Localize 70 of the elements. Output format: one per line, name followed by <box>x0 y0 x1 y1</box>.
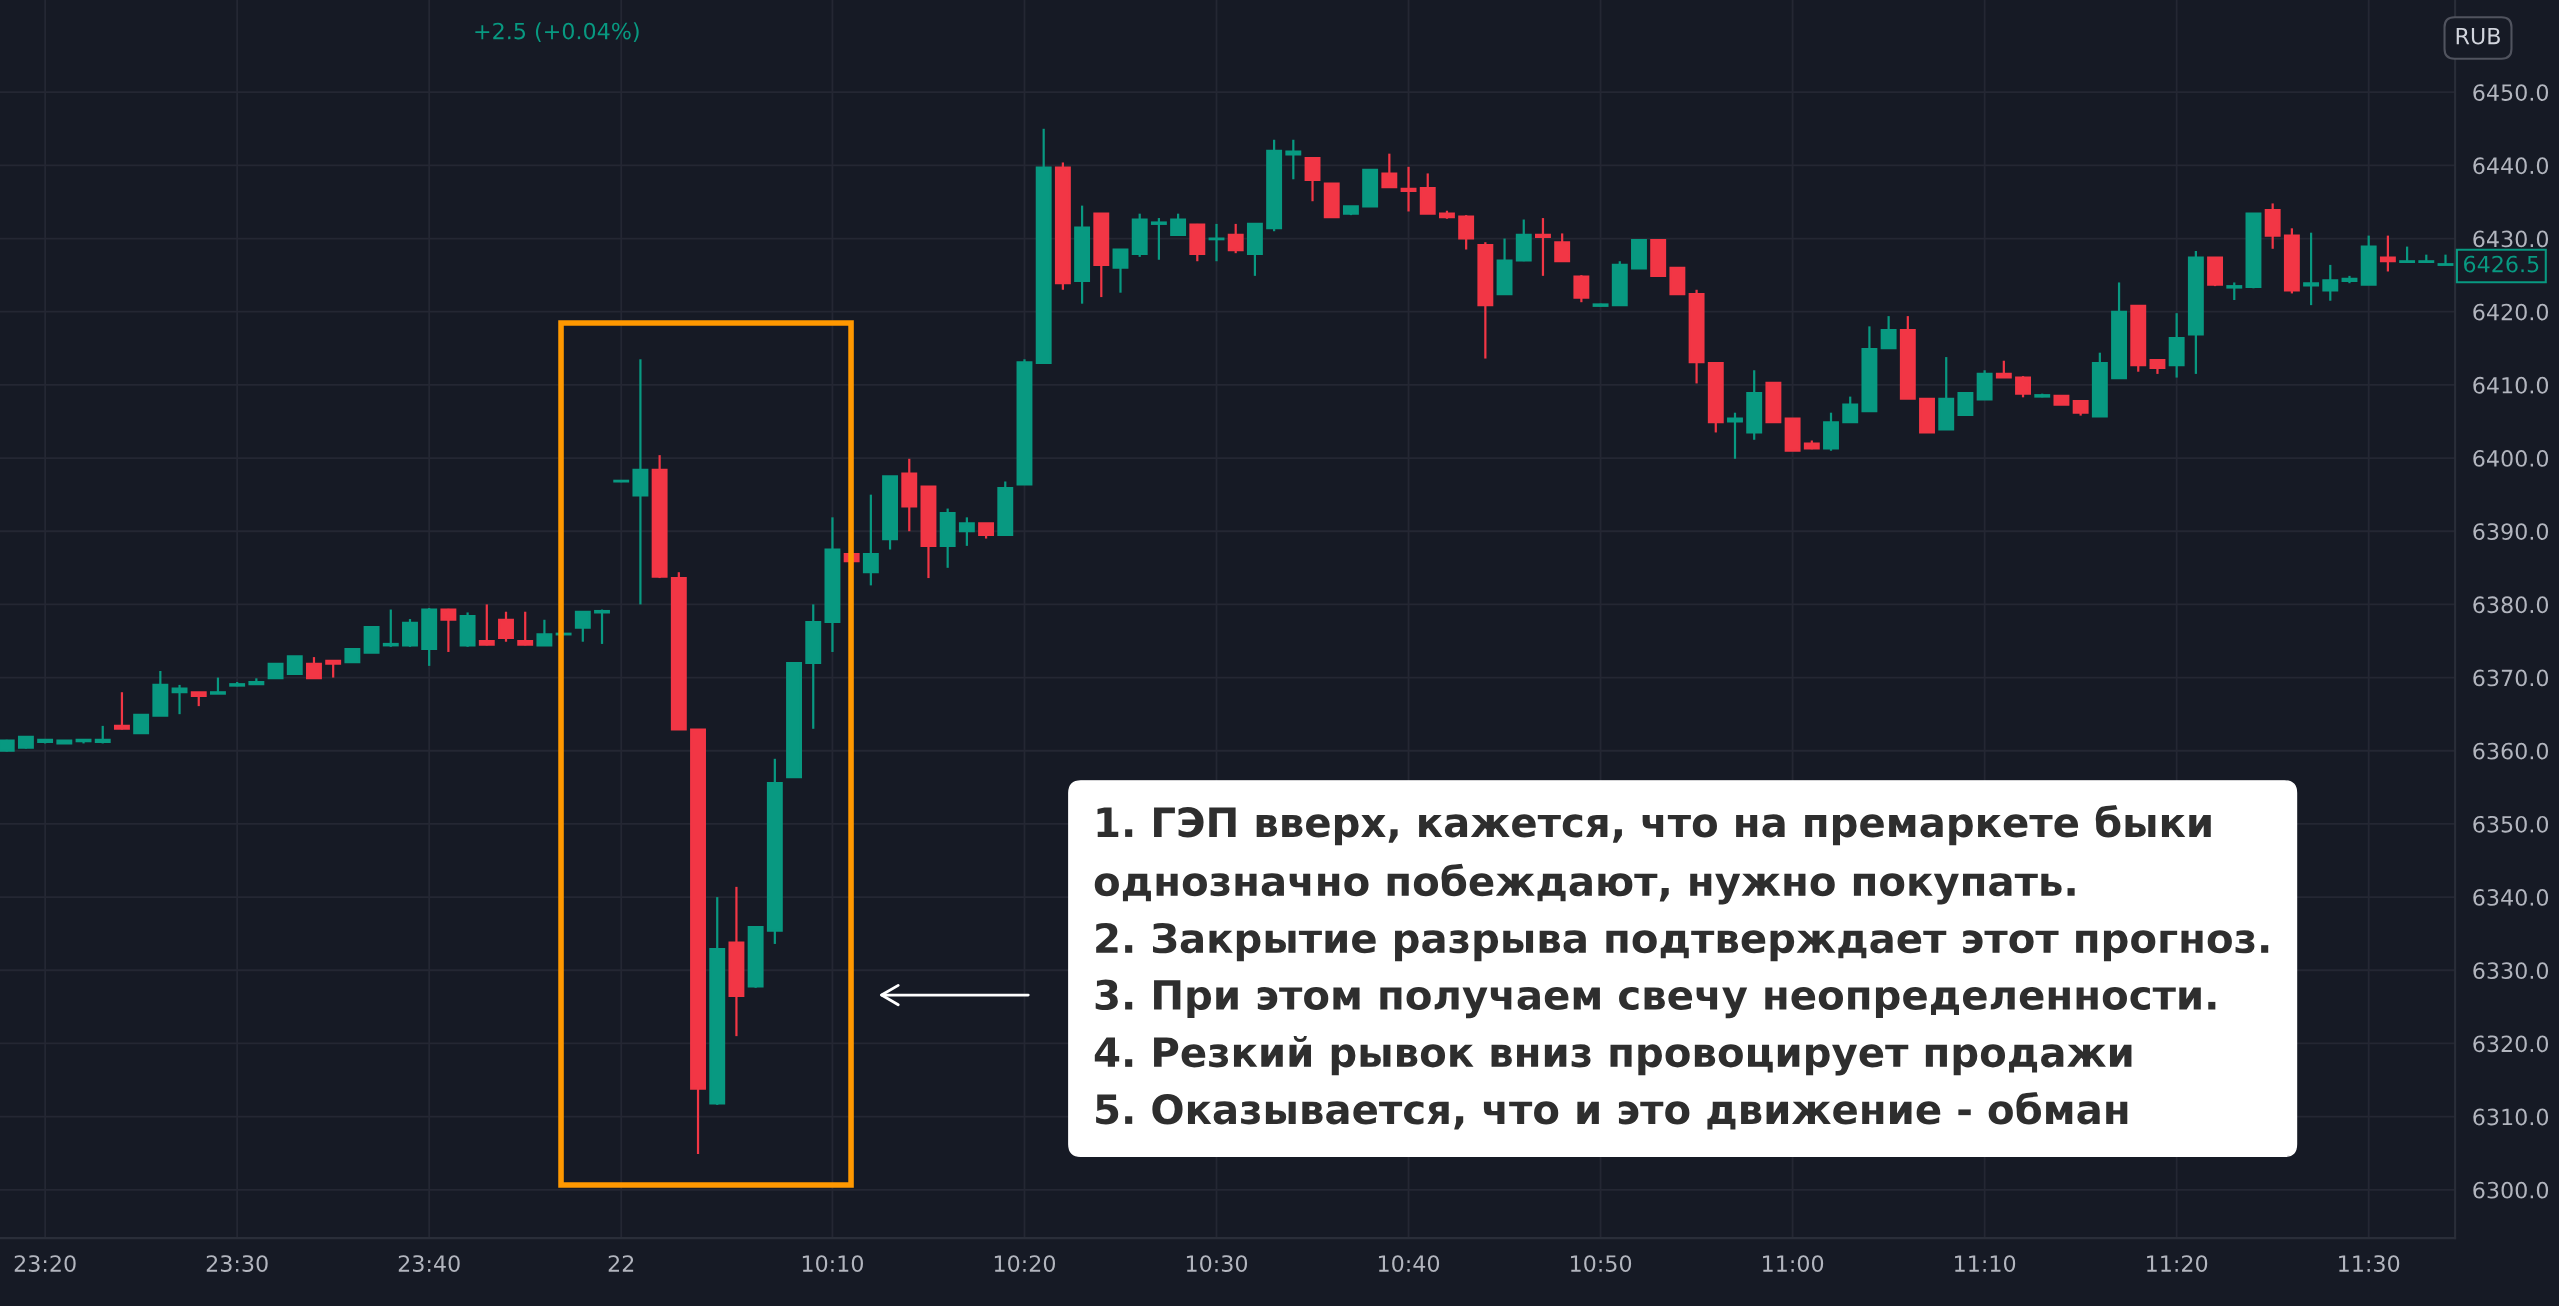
candlestick <box>1957 391 1974 416</box>
y-tick-label: 6380.0 <box>2473 596 2549 614</box>
candlestick <box>1880 315 1897 350</box>
x-tick-label: 23:20 <box>14 1255 76 1272</box>
candlestick <box>574 610 591 643</box>
x-tick-label: 11:00 <box>1763 1255 1824 1272</box>
candlestick <box>2322 263 2339 302</box>
candlestick <box>1170 212 1187 236</box>
candlestick <box>2379 234 2396 273</box>
y-tick-label: 6410.0 <box>2473 376 2549 394</box>
annotation: +2.5 (+0.04%) <box>475 22 639 43</box>
candlestick <box>382 608 399 648</box>
candlestick <box>478 603 495 647</box>
y-tick-label: 6320.0 <box>2473 1035 2549 1053</box>
x-tick-label: 10:40 <box>1378 1255 1440 1272</box>
candlestick <box>2015 375 2031 399</box>
text: RUB <box>2456 27 2500 45</box>
candlestick <box>133 713 150 735</box>
candlestick <box>440 607 457 654</box>
y-tick-label: 6370.0 <box>2473 669 2549 687</box>
candlestick <box>517 610 534 647</box>
candlestick <box>113 691 130 731</box>
candlestick <box>1727 411 1743 460</box>
candlestick <box>1150 216 1167 261</box>
y-tick-label: 6440.0 <box>2473 157 2549 175</box>
y-tick-label: 6450.0 <box>2473 84 2549 101</box>
x-tick-label: 10:30 <box>1186 1255 1248 1272</box>
candlestick <box>632 358 649 606</box>
candlestick <box>498 610 514 643</box>
candlestick <box>594 608 610 646</box>
y-tick-label: 6360.0 <box>2473 742 2549 760</box>
y-tick-label: 6430.0 <box>2473 230 2549 248</box>
candlestick <box>1458 214 1475 251</box>
candlestick <box>1573 274 1590 304</box>
y-tick-label: 6310.0 <box>2473 1108 2549 1126</box>
candlestick <box>1112 248 1129 294</box>
x-tick-label: 11:10 <box>1955 1255 2016 1272</box>
candlestick <box>1842 395 1859 424</box>
candlestick <box>1554 232 1571 263</box>
x-tick-label: 10:20 <box>994 1255 1056 1272</box>
y-tick-label: 6390.0 <box>2473 523 2549 540</box>
candlestick <box>1304 156 1321 203</box>
x-tick-label: 23:30 <box>206 1255 268 1272</box>
candlestick <box>306 655 322 680</box>
candlestick <box>2437 253 2454 266</box>
candlestick <box>171 683 188 716</box>
candlestick <box>2303 231 2320 307</box>
text: 6426.5 <box>2464 255 2539 273</box>
x-tick-label: 11:30 <box>2339 1255 2400 1272</box>
candlestick <box>1535 216 1551 277</box>
x-tick-label: 23:40 <box>398 1255 460 1272</box>
candlestick <box>1227 222 1244 255</box>
x-tick-label: 22 <box>608 1255 634 1272</box>
y-tick-label: 6300.0 <box>2473 1181 2549 1199</box>
candlestick <box>862 493 879 587</box>
candlestick <box>1381 152 1398 189</box>
candlestick <box>1400 165 1417 213</box>
candlestick <box>1285 138 1302 181</box>
x-tick-label: 11:20 <box>2147 1255 2208 1272</box>
x-tick-label: 10:50 <box>1570 1255 1632 1272</box>
x-tick-label: 10:10 <box>802 1255 863 1272</box>
y-tick-label: 6350.0 <box>2473 815 2549 833</box>
y-tick-label: 6400.0 <box>2473 450 2549 467</box>
y-tick-label: 6340.0 <box>2473 889 2549 906</box>
candlestick <box>536 618 553 647</box>
y-tick-label: 6330.0 <box>2473 962 2549 980</box>
candlestick <box>402 617 418 648</box>
annotation: 1. ГЭП вверх, кажется, что на премаркете быки однозначно побеждают, нужно покупать. 2. Закрытие разрыва подтверждает этот прогноз. 3. При этом получаем свечу неопределенности. 4. Резкий рывок вниз провоцирует продажи 5. Оказывается, что и это движение - обман <box>1094 805 2269 1130</box>
candlestick <box>958 516 975 547</box>
y-tick-label: 6420.0 <box>2473 303 2549 321</box>
